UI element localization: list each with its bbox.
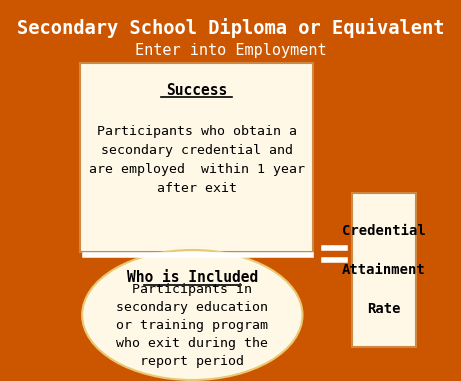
Text: Participants in
secondary education
or training program
who exit during the
repo: Participants in secondary education or t… bbox=[116, 282, 268, 368]
Text: Secondary School Diploma or Equivalent: Secondary School Diploma or Equivalent bbox=[17, 18, 444, 38]
Text: Who is Included: Who is Included bbox=[127, 271, 258, 285]
FancyBboxPatch shape bbox=[352, 193, 416, 347]
Text: Credential

Attainment

Rate: Credential Attainment Rate bbox=[342, 224, 426, 316]
FancyBboxPatch shape bbox=[31, 0, 431, 381]
FancyBboxPatch shape bbox=[80, 63, 313, 252]
Text: Participants who obtain a
secondary credential and
are employed  within 1 year
a: Participants who obtain a secondary cred… bbox=[89, 125, 305, 195]
Text: Success: Success bbox=[166, 83, 227, 98]
Ellipse shape bbox=[82, 250, 302, 380]
Text: Enter into Employment: Enter into Employment bbox=[135, 43, 326, 58]
